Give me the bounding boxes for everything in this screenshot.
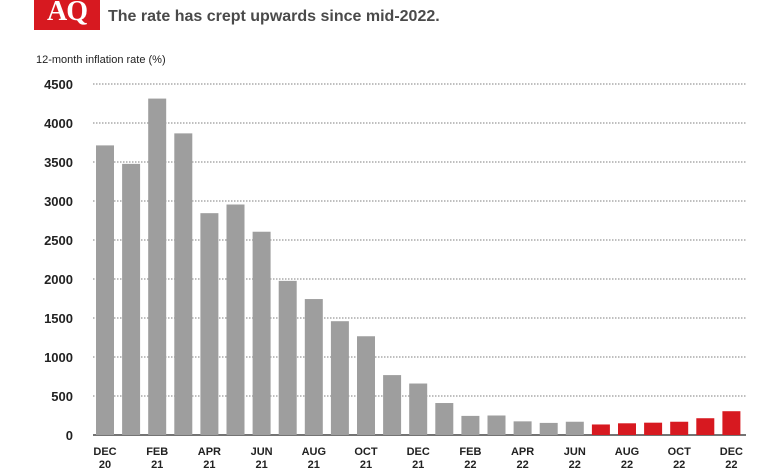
- x-tick-year: 22: [516, 459, 528, 470]
- x-tick-month: DEC: [407, 446, 430, 458]
- bar: [226, 204, 245, 435]
- bar: [565, 421, 584, 435]
- y-tick-label: 1000: [44, 350, 73, 365]
- y-axis-label: 12-month inflation rate (%): [36, 54, 166, 66]
- x-tick-month: FEB: [459, 446, 481, 458]
- bar: [304, 299, 323, 435]
- x-tick-month: AUG: [302, 446, 326, 458]
- bar: [591, 424, 610, 435]
- x-tick-month: APR: [511, 446, 534, 458]
- bar: [539, 422, 558, 435]
- x-tick-month: DEC: [93, 446, 116, 458]
- bar: [252, 231, 271, 435]
- x-tick-month: AUG: [615, 446, 639, 458]
- bar: [696, 418, 715, 435]
- bar: [96, 145, 114, 436]
- bar: [122, 163, 141, 435]
- x-tick-month: OCT: [354, 446, 378, 458]
- x-tick-month: FEB: [146, 446, 168, 458]
- bar: [670, 421, 689, 435]
- bar: [644, 422, 663, 435]
- y-tick-label: 2500: [44, 233, 73, 248]
- y-tick-label: 1500: [44, 311, 73, 326]
- x-tick-year: 21: [308, 459, 320, 470]
- bar: [357, 336, 375, 435]
- bar: [148, 98, 167, 435]
- x-tick-year: 21: [360, 459, 372, 470]
- x-tick-year: 22: [673, 459, 685, 470]
- bar: [487, 415, 506, 435]
- bar: [200, 213, 219, 435]
- bar: [278, 280, 297, 435]
- x-tick-year: 21: [255, 459, 267, 470]
- x-tick-month: DEC: [720, 446, 743, 458]
- y-tick-label: 3000: [44, 194, 73, 209]
- x-tick-month: JUN: [251, 446, 273, 458]
- bar: [174, 133, 193, 435]
- x-tick-month: APR: [198, 446, 221, 458]
- bar: [435, 403, 454, 435]
- bar: [383, 375, 402, 435]
- x-tick-year: 22: [725, 459, 737, 470]
- bar: [618, 423, 636, 435]
- y-tick-label: 4500: [44, 77, 73, 92]
- y-tick-labels: 0 500 1000 1500 2000 2500 3000 3500 4000 4500: [44, 77, 73, 443]
- x-tick-month: OCT: [668, 446, 692, 458]
- x-tick-year: 21: [151, 459, 163, 470]
- y-tick-label: 3500: [44, 155, 73, 170]
- bars: [96, 98, 741, 436]
- x-tick-year: 22: [621, 459, 633, 470]
- y-tick-label: 4000: [44, 116, 73, 131]
- x-tick-year: 21: [412, 459, 424, 470]
- logo: AQ: [34, 0, 100, 30]
- logo-text: AQ: [47, 0, 88, 27]
- bar: [330, 321, 349, 435]
- y-tick-label: 2000: [44, 272, 73, 287]
- bar: [513, 421, 532, 435]
- bar: [722, 411, 741, 435]
- bar: [461, 415, 480, 435]
- y-tick-label: 500: [51, 389, 73, 404]
- x-tick-year: 21: [203, 459, 215, 470]
- bar: [409, 383, 428, 435]
- x-tick-year: 22: [569, 459, 581, 470]
- y-tick-label: 0: [66, 428, 73, 443]
- x-tick-year: 22: [464, 459, 476, 470]
- x-tick-labels: DEC20FEB21APR21JUN21AUG21OCT21DEC21FEB22…: [93, 446, 743, 470]
- chart-subtitle: The rate has crept upwards since mid-202…: [108, 8, 440, 25]
- x-tick-month: JUN: [564, 446, 586, 458]
- x-tick-year: 20: [99, 459, 111, 470]
